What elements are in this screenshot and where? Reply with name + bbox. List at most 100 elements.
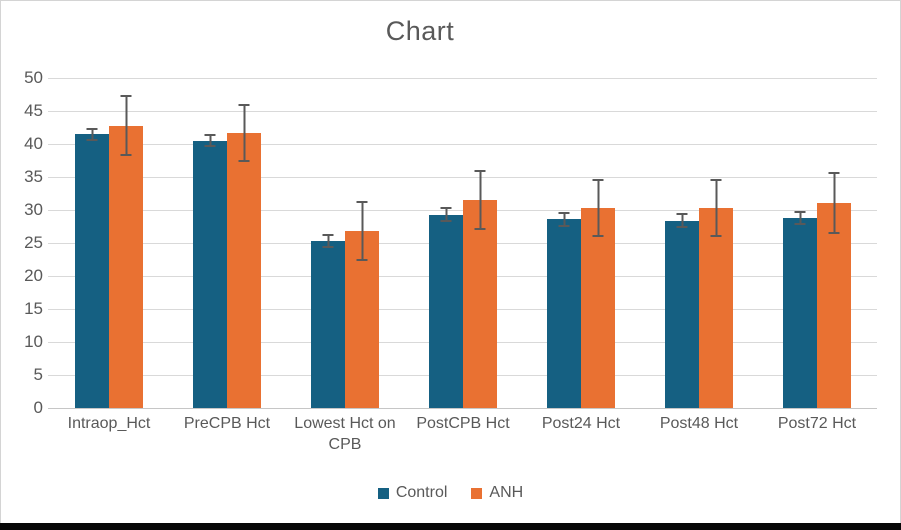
error-bar-cap bbox=[356, 258, 368, 261]
error-bar-control bbox=[204, 134, 216, 148]
bar-group bbox=[640, 78, 758, 408]
gridline bbox=[48, 77, 877, 79]
error-bar-anh bbox=[238, 104, 250, 163]
bar-slot bbox=[463, 78, 497, 408]
error-bar-cap bbox=[204, 134, 216, 137]
bar-slot bbox=[227, 78, 261, 408]
y-axis-tick-label: 30 bbox=[24, 200, 43, 219]
bar-control bbox=[75, 134, 109, 408]
y-axis-tick-label: 45 bbox=[24, 101, 43, 120]
gridline bbox=[48, 143, 877, 145]
error-bar-control bbox=[86, 127, 98, 141]
bar-slot bbox=[193, 78, 227, 408]
error-bar-line bbox=[327, 234, 329, 248]
error-bar-cap bbox=[322, 245, 334, 248]
error-bar-anh bbox=[828, 172, 840, 235]
error-bar-cap bbox=[710, 178, 722, 181]
bar-group bbox=[404, 78, 522, 408]
legend-swatch-control bbox=[377, 487, 389, 499]
error-bar-cap bbox=[794, 210, 806, 213]
error-bar-line bbox=[243, 104, 245, 163]
bottom-black-bar bbox=[0, 523, 901, 530]
error-bar-line bbox=[563, 211, 565, 227]
error-bar-control bbox=[676, 213, 688, 228]
x-axis-category-label: PreCPB Hct bbox=[183, 415, 271, 432]
error-bar-cap bbox=[86, 127, 98, 130]
error-bar-cap bbox=[322, 234, 334, 237]
bar-slot bbox=[547, 78, 581, 408]
bar-control bbox=[429, 214, 463, 408]
error-bar-cap bbox=[676, 225, 688, 228]
gridline bbox=[48, 110, 877, 112]
error-bar-control bbox=[558, 211, 570, 227]
error-bar-cap bbox=[474, 228, 486, 231]
error-bar-anh bbox=[592, 178, 604, 238]
y-axis-tick-label: 50 bbox=[24, 68, 43, 87]
bar-group bbox=[522, 78, 640, 408]
y-axis-tick-label: 0 bbox=[33, 398, 43, 417]
bar-slot bbox=[665, 78, 699, 408]
error-bar-line bbox=[597, 178, 599, 238]
bar-slot bbox=[699, 78, 733, 408]
bar-anh bbox=[109, 125, 143, 408]
x-axis-category-label: Post48 Hct bbox=[659, 415, 739, 432]
error-bar-cap bbox=[676, 213, 688, 216]
error-bar-anh bbox=[710, 178, 722, 238]
bar-group bbox=[286, 78, 404, 408]
error-bar-line bbox=[125, 95, 127, 156]
bar-slot bbox=[75, 78, 109, 408]
y-axis-tick-label: 40 bbox=[24, 134, 43, 153]
error-bar-cap bbox=[120, 95, 132, 98]
error-bar-line bbox=[479, 169, 481, 231]
error-bar-cap bbox=[204, 145, 216, 148]
bar-slot bbox=[109, 78, 143, 408]
bar-control bbox=[665, 220, 699, 408]
x-axis-category-label: Post24 Hct bbox=[541, 415, 621, 432]
bar-group bbox=[168, 78, 286, 408]
error-bar-cap bbox=[440, 207, 452, 210]
legend-swatch-anh bbox=[471, 487, 483, 499]
legend-item-anh: ANH bbox=[471, 484, 523, 502]
chart-legend: Control ANH bbox=[0, 484, 901, 502]
error-bar-control bbox=[440, 207, 452, 222]
y-axis-tick-label: 25 bbox=[24, 233, 43, 252]
error-bar-control bbox=[322, 234, 334, 248]
error-bar-cap bbox=[238, 104, 250, 107]
bar-control bbox=[783, 217, 817, 408]
error-bar-cap bbox=[356, 201, 368, 204]
bar-control bbox=[311, 241, 345, 408]
error-bar-cap bbox=[238, 160, 250, 163]
error-bar-line bbox=[209, 134, 211, 148]
error-bar-anh bbox=[120, 95, 132, 156]
error-bar-anh bbox=[356, 201, 368, 261]
error-bar-cap bbox=[592, 178, 604, 181]
x-axis-category-label: Post72 Hct bbox=[777, 415, 857, 432]
y-axis-tick-label: 10 bbox=[24, 332, 43, 351]
gridline bbox=[48, 407, 877, 409]
error-bar-line bbox=[91, 127, 93, 141]
bar-slot bbox=[345, 78, 379, 408]
bar-slot bbox=[429, 78, 463, 408]
error-bar-cap bbox=[794, 223, 806, 226]
bar-anh bbox=[463, 200, 497, 408]
legend-label: Control bbox=[395, 484, 448, 501]
bar-group bbox=[50, 78, 168, 408]
bar-anh bbox=[699, 208, 733, 408]
bar-control bbox=[547, 219, 581, 408]
error-bar-cap bbox=[592, 235, 604, 238]
gridline bbox=[48, 176, 877, 178]
x-axis-category-label: Intraop_Hct bbox=[67, 415, 151, 432]
x-axis-category-label: PostCPB Hct bbox=[416, 415, 510, 432]
bar-control bbox=[193, 140, 227, 408]
bar-group bbox=[758, 78, 876, 408]
x-axis-category-label: Lowest Hct on CPB bbox=[294, 415, 396, 453]
bar-slot bbox=[581, 78, 615, 408]
y-axis-tick-label: 35 bbox=[24, 167, 43, 186]
bar-anh bbox=[581, 208, 615, 408]
error-bar-control bbox=[794, 210, 806, 226]
y-axis-tick-label: 20 bbox=[24, 266, 43, 285]
error-bar-cap bbox=[828, 232, 840, 235]
error-bar-cap bbox=[828, 172, 840, 175]
error-bar-line bbox=[681, 213, 683, 228]
bar-anh bbox=[817, 203, 851, 408]
